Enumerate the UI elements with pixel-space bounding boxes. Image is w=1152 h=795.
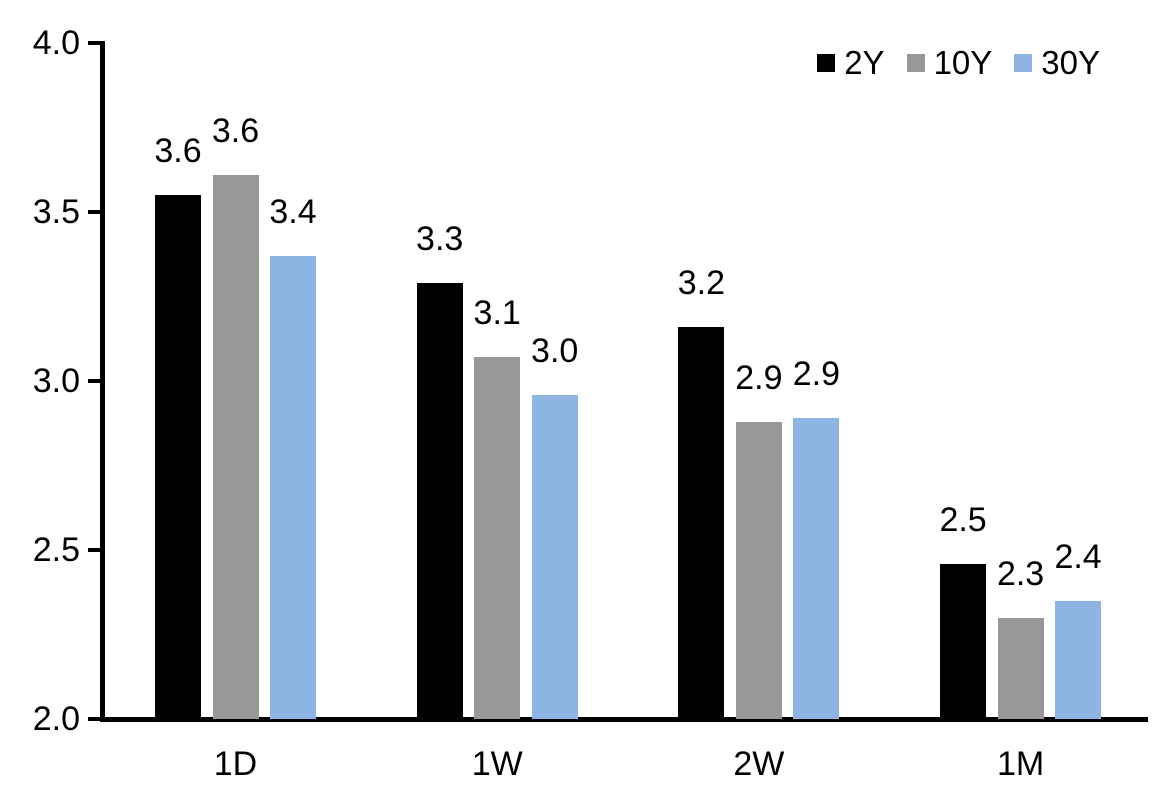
y-tick-label: 2.5 xyxy=(32,531,80,569)
bar-label: 2.9 xyxy=(792,355,841,394)
y-tick-mark xyxy=(88,210,100,214)
x-axis-line xyxy=(100,717,1148,722)
bar-30Y-2W xyxy=(793,418,840,719)
y-tick-label: 3.5 xyxy=(32,193,80,231)
y-tick-mark xyxy=(88,548,100,552)
y-tick-mark xyxy=(88,379,100,383)
bar-label: 2.3 xyxy=(996,554,1045,593)
legend-label: 2Y xyxy=(844,44,885,81)
bar-label: 3.6 xyxy=(211,111,260,150)
x-tick-label-1D: 1D xyxy=(213,745,258,783)
bar-label: 3.4 xyxy=(269,192,317,231)
legend-swatch-icon xyxy=(1014,54,1033,72)
y-tick-label: 3.0 xyxy=(32,362,80,400)
x-tick-label-2W: 2W xyxy=(733,745,785,783)
bar-label: 2.4 xyxy=(1054,537,1102,576)
legend-label: 30Y xyxy=(1041,44,1100,81)
y-tick-label: 4.0 xyxy=(32,24,80,62)
y-tick-label: 2.0 xyxy=(32,700,80,738)
bar-10Y-1W xyxy=(474,357,521,719)
bar-30Y-1W xyxy=(531,394,578,719)
bar-label: 3.3 xyxy=(416,219,464,258)
bar-label: 3.6 xyxy=(154,132,202,171)
bar-2Y-1W xyxy=(416,282,463,719)
bar-label: 3.2 xyxy=(677,263,726,302)
bar-10Y-2W xyxy=(735,421,782,719)
legend: 2Y 10Y 30Y xyxy=(817,43,1100,83)
bar-label: 3.0 xyxy=(531,331,579,370)
bar-label: 3.1 xyxy=(473,294,521,333)
legend-item-2Y: 2Y xyxy=(817,43,885,83)
legend-item-10Y: 10Y xyxy=(906,43,993,83)
legend-swatch-icon xyxy=(906,54,925,72)
y-tick-mark xyxy=(88,717,100,721)
x-tick-label-1M: 1M xyxy=(996,745,1045,783)
bar-30Y-1D xyxy=(270,255,316,719)
bar-10Y-1D xyxy=(212,174,259,719)
bar-2Y-1M xyxy=(940,563,987,719)
bar-label: 2.9 xyxy=(735,358,783,397)
bar-label: 2.5 xyxy=(939,500,987,539)
legend-swatch-icon xyxy=(817,54,836,72)
legend-item-30Y: 30Y xyxy=(1014,43,1100,83)
y-tick-mark xyxy=(88,41,100,45)
bar-30Y-1M xyxy=(1055,600,1102,719)
y-axis-line xyxy=(100,41,105,722)
x-tick-label-1W: 1W xyxy=(471,745,523,783)
legend-label: 10Y xyxy=(933,44,993,81)
bar-2Y-2W xyxy=(678,326,725,719)
bar-10Y-1M xyxy=(997,617,1044,719)
bar-2Y-1D xyxy=(155,195,201,719)
